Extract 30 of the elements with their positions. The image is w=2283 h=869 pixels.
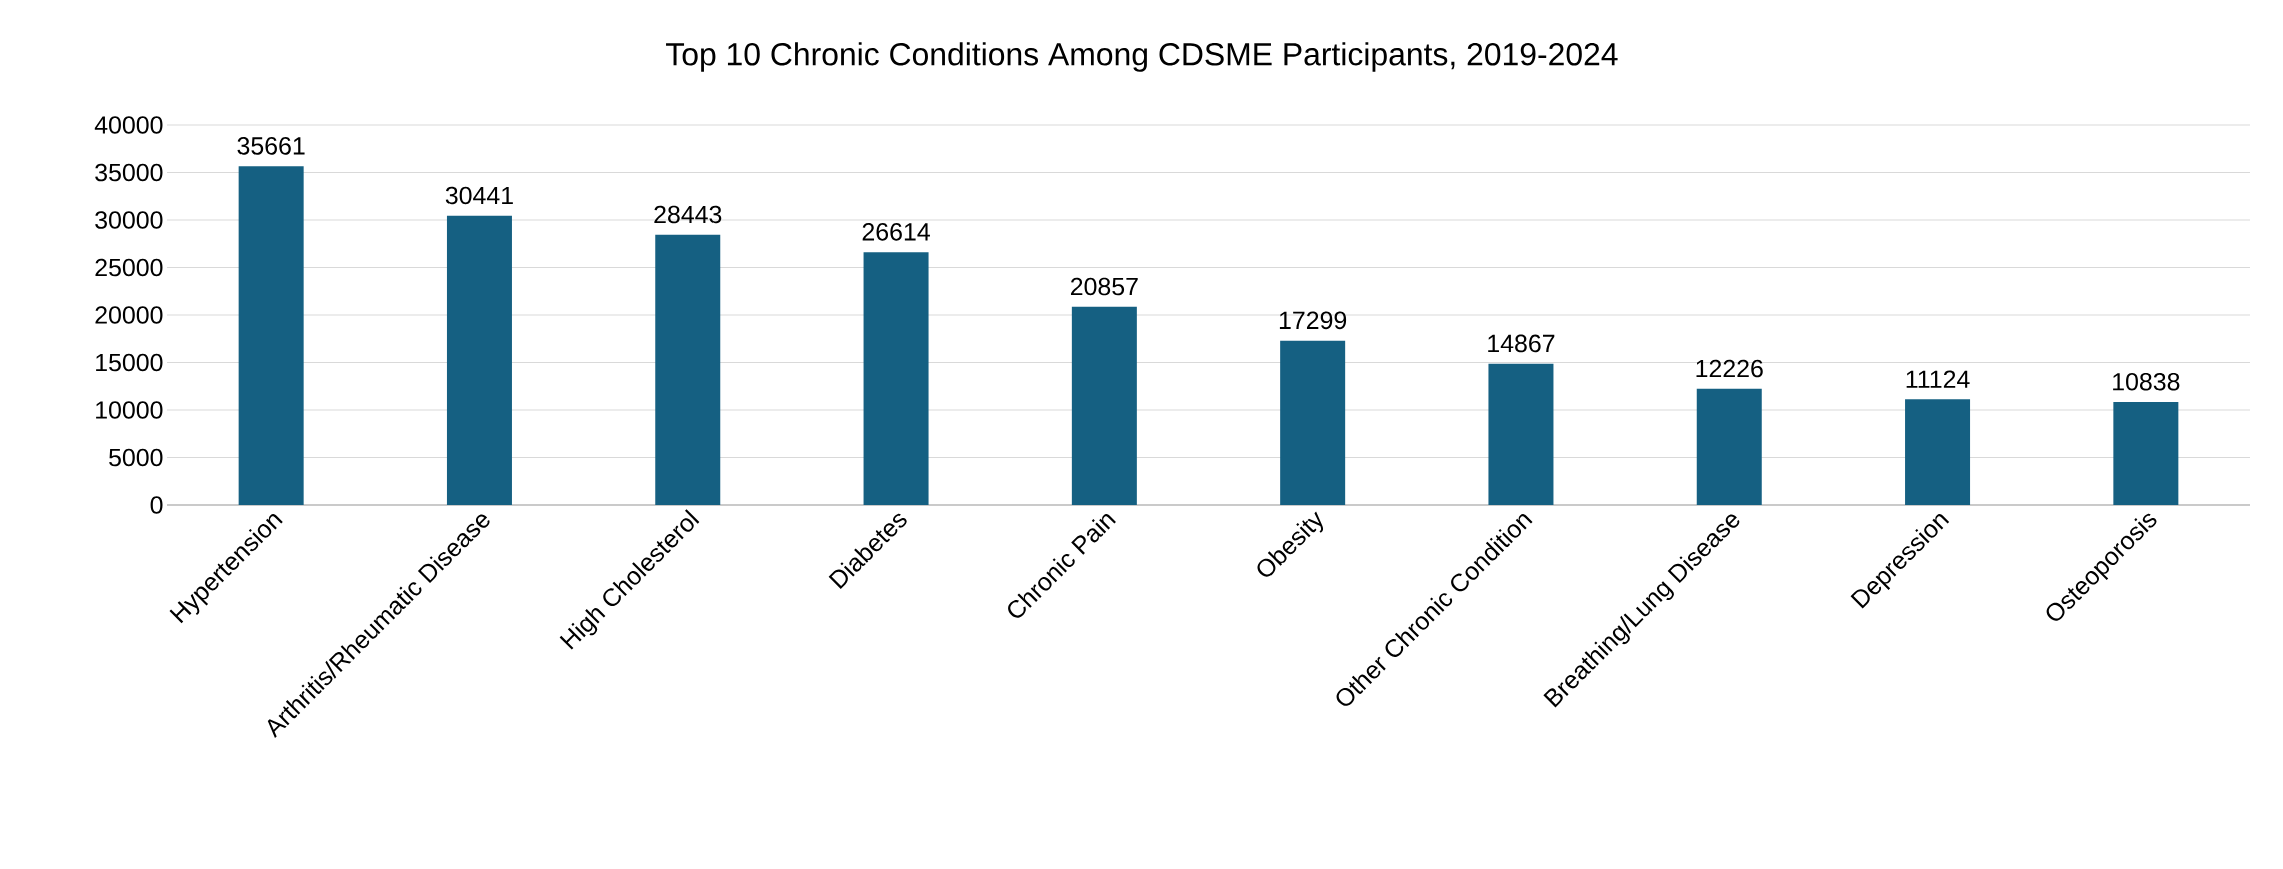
bar [1696,388,1762,505]
bar [1280,340,1346,505]
y-tick-label: 0 [150,496,163,514]
data-label: 10838 [2113,372,2180,391]
bar [1071,306,1137,505]
bar [1905,399,1971,505]
data-label: 20857 [1070,277,1138,296]
y-tick-label: 5000 [109,448,163,467]
data-label: 14867 [1488,334,1555,353]
y-tick-label: 20000 [95,306,163,324]
y-tick-label: 25000 [95,258,163,277]
bar [2113,402,2179,505]
data-label: 26614 [862,223,930,241]
chart-title: Top 10 Chronic Conditions Among CDSME Participants, 2019-2024 [666,42,1618,72]
bar [238,166,304,505]
bar [1488,363,1554,505]
bar [446,215,512,505]
data-label: 35661 [237,137,305,155]
data-label: 12226 [1696,359,1763,378]
data-label: 11124 [1906,370,1970,388]
y-tick-label: 30000 [95,211,163,229]
y-tick-label: 15000 [96,353,163,372]
data-label: 30441 [445,186,513,205]
data-label: 28443 [654,205,722,224]
y-tick-label: 40000 [94,116,163,134]
y-tick-label: 35000 [95,163,163,182]
y-tick-label: 10000 [96,401,163,419]
bar [655,234,721,505]
bar [863,252,929,505]
data-label: 17299 [1279,311,1347,330]
